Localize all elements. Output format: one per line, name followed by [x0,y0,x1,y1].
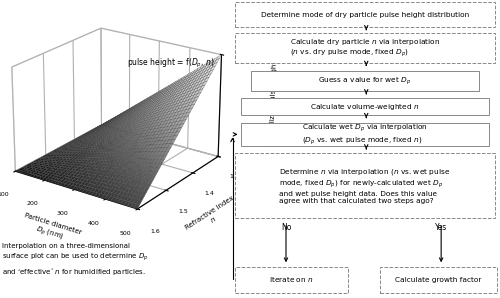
FancyBboxPatch shape [240,123,490,146]
FancyBboxPatch shape [235,267,348,293]
FancyBboxPatch shape [235,153,494,218]
X-axis label: Particle diameter
$D_p$ (nm): Particle diameter $D_p$ (nm) [20,212,82,248]
FancyBboxPatch shape [235,2,494,27]
FancyBboxPatch shape [235,33,494,63]
Text: pulse height = f($D_p$, $n$): pulse height = f($D_p$, $n$) [126,57,214,70]
FancyBboxPatch shape [240,98,490,115]
FancyBboxPatch shape [380,267,498,293]
Text: Calculate wet $D_p$ via interpolation
($D_p$ vs. wet pulse mode, fixed $n$): Calculate wet $D_p$ via interpolation ($… [302,122,428,147]
Text: No: No [281,223,291,232]
Text: Iterate on $n$: Iterate on $n$ [269,275,314,285]
Text: Interpolation on a three-dimensional
surface plot can be used to determine $D_p$: Interpolation on a three-dimensional sur… [2,243,149,277]
Text: Determine mode of dry particle pulse height distribution: Determine mode of dry particle pulse hei… [261,12,469,18]
FancyBboxPatch shape [251,71,478,91]
Y-axis label: Refractive index
$n$: Refractive index $n$ [184,195,240,239]
Text: Determine $n$ via interpolation ($n$ vs. wet pulse
mode, fixed $D_p$) for newly-: Determine $n$ via interpolation ($n$ vs.… [280,167,450,204]
Text: Guess a value for wet $D_p$: Guess a value for wet $D_p$ [318,75,412,86]
Text: Calculate dry particle $n$ via interpolation
($n$ vs. dry pulse mode, fixed $D_p: Calculate dry particle $n$ via interpola… [290,37,440,59]
Text: Yes: Yes [435,223,448,232]
Text: Calculate growth factor: Calculate growth factor [396,277,482,283]
Text: Calculate volume-weighted $n$: Calculate volume-weighted $n$ [310,102,420,111]
